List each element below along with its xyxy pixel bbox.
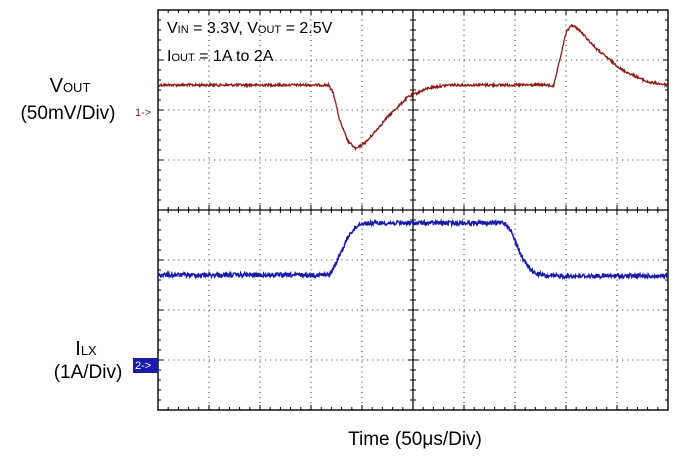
conditions-line-2: IOUT = 1A to 2A: [167, 48, 274, 65]
axis-ticks: [157, 9, 669, 411]
channel-2-marker-text: 2->: [135, 360, 151, 372]
scope-traces: [157, 23, 669, 281]
channel-2-trace: [157, 218, 669, 281]
x-axis-label: Time (50μs/Div): [348, 429, 482, 450]
conditions-line-1: VIN = 3.3V, VOUT = 2.5V: [167, 20, 333, 37]
channel-1-marker: 1->: [135, 107, 151, 119]
grid-dots: [163, 14, 670, 409]
channel-2-marker-bg: [133, 358, 158, 373]
channel-1-scale: (50mV/Div): [20, 103, 115, 124]
scope-grid: [157, 9, 670, 411]
channel-1-marker-text: 1->: [135, 107, 151, 119]
channel-1-trace: [157, 23, 669, 152]
channel-2-marker: 2->: [133, 358, 158, 373]
channel-1-label: VOUT: [50, 75, 91, 97]
channel-2-label: ILX: [75, 338, 97, 360]
channel-2-scale: (1A/Div): [54, 362, 123, 383]
